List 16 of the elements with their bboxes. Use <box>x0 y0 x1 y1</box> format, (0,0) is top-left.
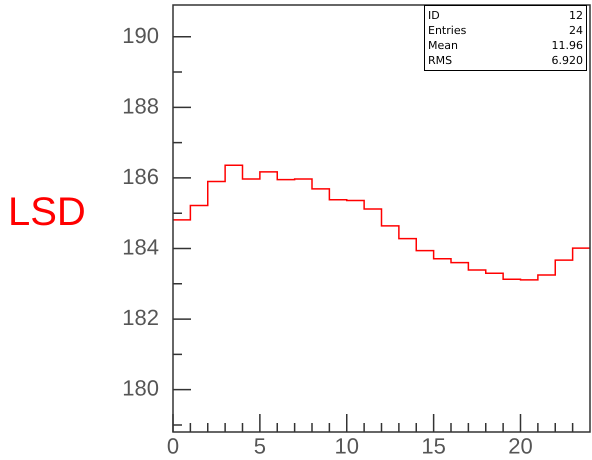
x-tick-label: 15 <box>421 433 446 458</box>
y-axis-title: LSD <box>8 190 86 235</box>
y-tick-label: 184 <box>122 234 159 260</box>
y-tick-label: 190 <box>122 22 159 48</box>
x-tick-label: 5 <box>254 433 266 458</box>
text: RMS 6.920 <box>428 54 583 67</box>
x-tick-label: 10 <box>334 433 359 458</box>
text: Mean 11.96 <box>428 39 583 52</box>
x-tick-label: 0 <box>166 433 180 458</box>
y-tick-label: 182 <box>122 305 159 330</box>
y-tick-label: 188 <box>122 93 159 118</box>
y-tick-label: 180 <box>122 376 159 401</box>
text: Entries 24 <box>428 24 583 37</box>
text: ID 12 <box>428 9 583 22</box>
y-tick-label: 186 <box>122 164 159 189</box>
x-tick-label: 20 <box>508 433 533 458</box>
